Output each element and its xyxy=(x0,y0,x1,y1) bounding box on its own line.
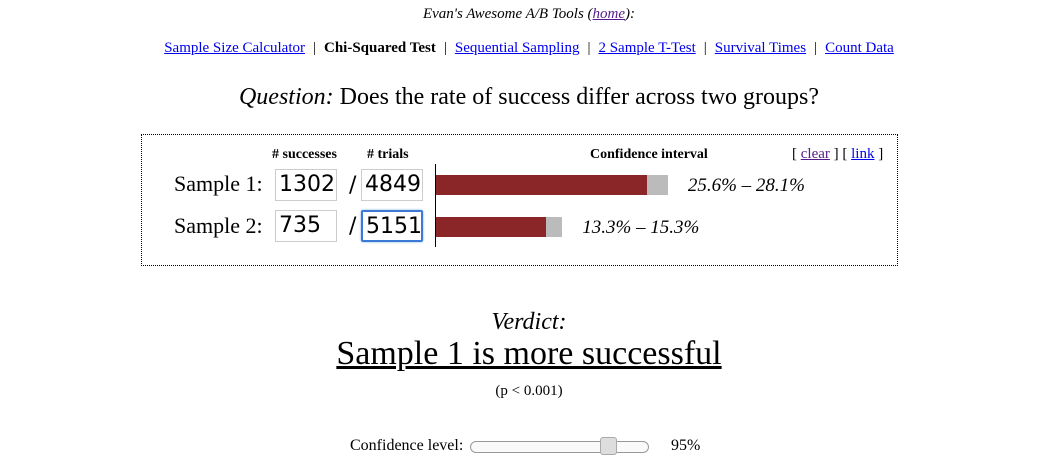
nav-separator: | xyxy=(703,40,707,56)
sample-1-ci-bar xyxy=(436,175,668,195)
sample-1-ci-range-fill xyxy=(647,175,668,195)
p-value: (p < 0.001) xyxy=(495,383,563,399)
bracket: ] [ xyxy=(829,146,852,162)
confidence-slider-thumb[interactable] xyxy=(599,437,617,455)
nav-separator: | xyxy=(587,40,591,56)
trials-header: # trials xyxy=(367,147,409,162)
bracket: [ xyxy=(792,146,801,162)
nav-chi-squared-test: Chi-Squared Test xyxy=(324,40,436,56)
question-text: Does the rate of success differ across t… xyxy=(333,84,820,110)
bracket: ] xyxy=(874,146,884,162)
nav-sequential-sampling[interactable]: Sequential Sampling xyxy=(454,40,580,56)
clear-link[interactable]: clear xyxy=(800,146,830,162)
nav-separator: | xyxy=(814,40,818,56)
nav-sample-size-calculator[interactable]: Sample Size Calculator xyxy=(164,40,305,56)
confidence-level-label: Confidence level: xyxy=(350,437,464,454)
sample-2-ci-lower-fill xyxy=(436,217,546,237)
confidence-slider[interactable] xyxy=(470,441,649,453)
axis-line xyxy=(435,164,436,247)
header-prefix: Evan's Awesome A/B Tools ( xyxy=(422,6,593,22)
confidence-level-value: 95% xyxy=(671,437,701,454)
input-panel: # successes # trials Confidence interval… xyxy=(141,134,898,266)
home-link[interactable]: home xyxy=(592,6,626,22)
sample-1-ci-lower-fill xyxy=(436,175,648,195)
tool-nav: Sample Size Calculator | Chi-Squared Test |… xyxy=(0,40,1058,57)
ci-header: Confidence interval xyxy=(590,147,708,162)
sample-1-trials-input[interactable]: 4849 xyxy=(361,169,423,201)
header-suffix: ): xyxy=(625,6,636,22)
sample-2-trials-input[interactable]: 5151 xyxy=(361,210,423,242)
sample-2-ci-bar xyxy=(436,217,563,237)
verdict-label: Verdict: xyxy=(491,309,567,335)
nav-2-sample-t-test[interactable]: 2 Sample T-Test xyxy=(598,40,696,56)
divider-slash: / xyxy=(349,173,357,198)
nav-survival-times[interactable]: Survival Times xyxy=(714,40,807,56)
nav-count-data[interactable]: Count Data xyxy=(825,40,894,56)
successes-header: # successes xyxy=(272,147,337,162)
sample-1-ci-text: 25.6% – 28.1% xyxy=(687,175,805,196)
question-label: Question: xyxy=(238,84,334,110)
verdict-text: Sample 1 is more successful xyxy=(336,335,722,372)
clear-link-group: [ clear ] [ link ] xyxy=(792,146,883,163)
question: Question: Does the rate of success diffe… xyxy=(0,84,1058,111)
sample-2-successes-input[interactable]: 735 xyxy=(275,210,337,242)
sample-1-label: Sample 1: xyxy=(174,171,263,196)
sample-2-label: Sample 2: xyxy=(174,213,263,238)
sample-2-ci-range-fill xyxy=(545,217,563,237)
sample-2-ci-text: 13.3% – 15.3% xyxy=(582,217,700,238)
permalink-link[interactable]: link xyxy=(851,146,875,162)
sample-1-successes-input[interactable]: 1302 xyxy=(275,169,337,201)
site-header: Evan's Awesome A/B Tools (home): xyxy=(0,6,1058,23)
nav-separator: | xyxy=(312,40,316,56)
divider-slash: / xyxy=(349,214,357,239)
nav-separator: | xyxy=(443,40,447,56)
